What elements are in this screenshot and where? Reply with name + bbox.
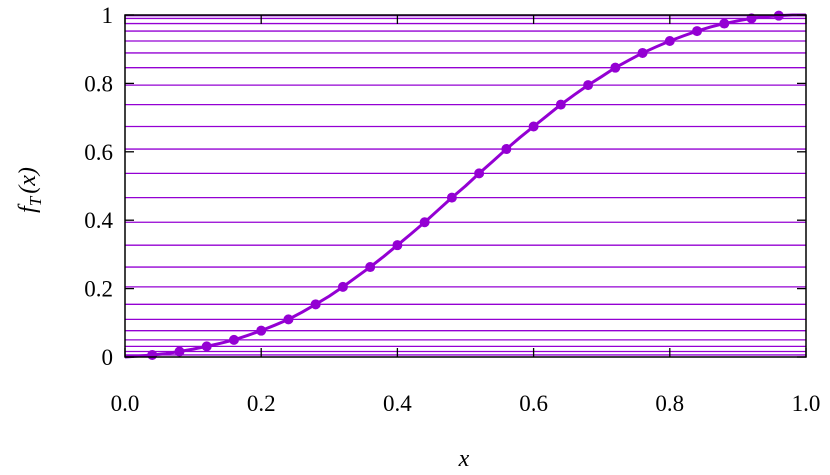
data-point-3 bbox=[228, 334, 239, 345]
x-tick-label-0: 0.0 bbox=[111, 391, 140, 416]
x-tick-label-5: 1.0 bbox=[792, 391, 821, 416]
y-tick-label-2: 0.4 bbox=[84, 208, 113, 233]
data-point-18 bbox=[637, 47, 648, 58]
x-axis-label: x bbox=[458, 446, 470, 472]
y-tick-label-1: 0.2 bbox=[84, 277, 113, 302]
y-axis-label-main: f bbox=[15, 203, 41, 213]
series-points bbox=[147, 10, 784, 360]
y-tick-label-0: 0 bbox=[102, 345, 114, 370]
data-point-6 bbox=[310, 299, 321, 310]
data-point-4 bbox=[256, 325, 267, 336]
y-axis-label: fT(x) bbox=[15, 167, 45, 213]
data-point-10 bbox=[419, 217, 430, 228]
y-tick-label-3: 0.6 bbox=[84, 140, 113, 165]
y-axis-label-subscript: T bbox=[26, 195, 45, 206]
y-tick-label-5: 1 bbox=[102, 3, 114, 28]
x-tick-label-4: 0.8 bbox=[655, 391, 684, 416]
data-point-19 bbox=[664, 35, 675, 46]
horizontal-lines bbox=[125, 15, 806, 356]
data-point-11 bbox=[446, 192, 457, 203]
x-tick-label-1: 0.2 bbox=[247, 391, 276, 416]
data-point-21 bbox=[719, 18, 730, 29]
data-point-7 bbox=[337, 281, 348, 292]
x-tick-label-3: 0.6 bbox=[519, 391, 548, 416]
data-point-5 bbox=[283, 314, 294, 325]
data-point-13 bbox=[501, 144, 512, 155]
series-curve bbox=[124, 13, 806, 359]
axis-ticks bbox=[124, 14, 807, 358]
data-point-2 bbox=[201, 341, 212, 352]
data-point-9 bbox=[392, 240, 403, 251]
y-tick-labels: 0 0.2 0.4 0.6 0.8 1 bbox=[84, 3, 113, 370]
y-tick-label-4: 0.8 bbox=[84, 71, 113, 96]
data-point-22 bbox=[746, 13, 757, 24]
data-point-17 bbox=[610, 62, 621, 73]
data-point-20 bbox=[692, 26, 703, 37]
y-axis-label-arg: (x) bbox=[15, 167, 41, 194]
data-point-0 bbox=[147, 349, 158, 360]
data-point-14 bbox=[528, 121, 539, 132]
data-point-16 bbox=[583, 80, 594, 91]
data-point-1 bbox=[174, 346, 185, 357]
data-point-15 bbox=[555, 99, 566, 110]
x-tick-label-2: 0.4 bbox=[383, 391, 412, 416]
data-point-12 bbox=[474, 168, 485, 179]
plot-frame bbox=[124, 14, 807, 358]
data-point-8 bbox=[365, 262, 376, 273]
x-tick-labels: 0.0 0.2 0.4 0.6 0.8 1.0 bbox=[111, 391, 821, 416]
